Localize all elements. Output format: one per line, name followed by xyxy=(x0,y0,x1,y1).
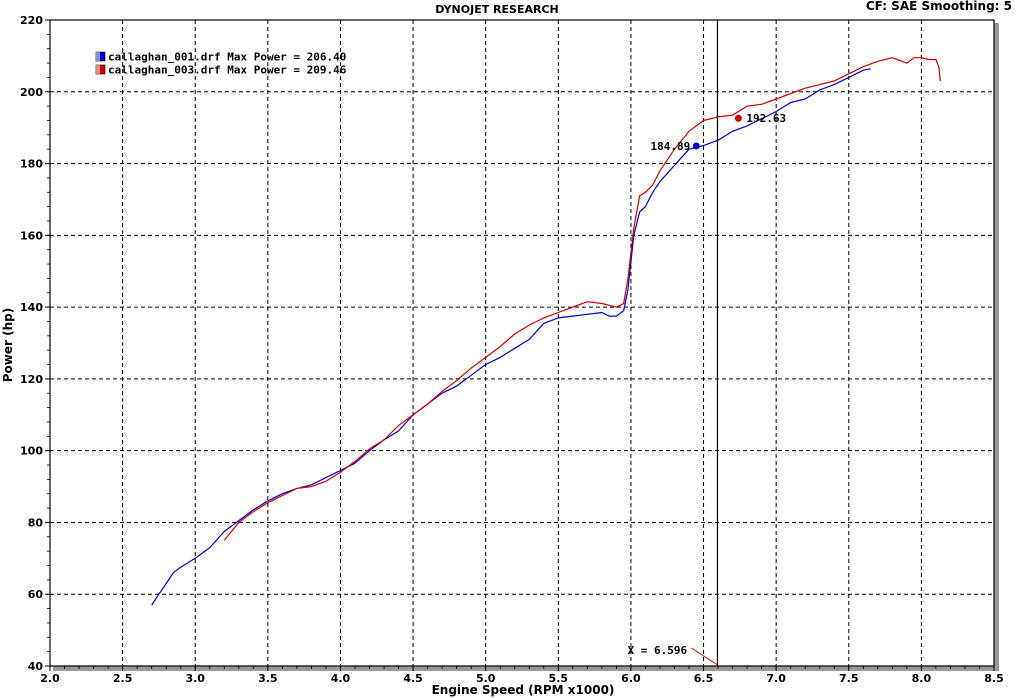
series-layer xyxy=(151,57,941,606)
annotation-label-1: 184.89 xyxy=(651,140,691,153)
legend-item-2: callaghan_003.drf Max Power = 209.46 xyxy=(95,64,347,77)
y-tick-label: 80 xyxy=(28,516,44,529)
y-tick-label: 120 xyxy=(20,373,43,386)
annotation-marker-1 xyxy=(692,142,700,150)
y-tick-label: 40 xyxy=(28,660,44,673)
x-tick-label: 2.0 xyxy=(40,672,60,685)
y-axis-label: Power (hp) xyxy=(1,308,15,382)
y-tick-label: 200 xyxy=(20,86,43,99)
chart-title: DYNOJET RESEARCH xyxy=(435,3,558,16)
x-tick-label: 5.5 xyxy=(549,672,569,685)
cursor-pointer xyxy=(691,647,718,666)
annotation-label-2: 192.63 xyxy=(746,112,786,125)
x-tick-label: 3.5 xyxy=(258,672,278,685)
x-axis-label: Engine Speed (RPM x1000) xyxy=(432,683,615,697)
x-tick-label: 7.0 xyxy=(766,672,786,685)
y-tick-label: 140 xyxy=(20,301,43,314)
y-tick-label: 60 xyxy=(28,588,44,601)
x-tick-label: 7.5 xyxy=(839,672,859,685)
annotation-marker-2 xyxy=(734,114,742,122)
legend-label: callaghan_003.drf Max Power = 209.46 xyxy=(108,64,347,77)
cursor-layer: X = 6.596 xyxy=(627,20,719,666)
grid xyxy=(50,20,994,666)
x-axis-ticks: 2.0 2.5 3.0 3.5 4.0 4.5 5.0 5.5 6.0 6.5 7.0 7.5 8.0 8… xyxy=(40,666,1004,685)
x-tick-label: 8.0 xyxy=(912,672,932,685)
x-tick-label: 5.0 xyxy=(476,672,496,685)
x-tick-label: 6.0 xyxy=(621,672,641,685)
x-tick-label: 6.5 xyxy=(694,672,714,685)
y-tick-label: 220 xyxy=(20,14,43,27)
plot-frame xyxy=(49,19,999,671)
settings-label: CF: SAE Smoothing: 5 xyxy=(866,0,1012,13)
x-tick-label: 8.5 xyxy=(984,672,1004,685)
y-tick-label: 100 xyxy=(20,445,43,458)
plot-area xyxy=(49,19,995,667)
legend-swatch-highlight xyxy=(96,52,100,61)
y-tick-label: 180 xyxy=(20,158,43,171)
x-tick-label: 3.0 xyxy=(185,672,205,685)
series-line-1 xyxy=(151,68,871,606)
x-tick-label: 4.0 xyxy=(331,672,351,685)
legend-label: callaghan_001.drf Max Power = 206.40 xyxy=(108,51,346,64)
y-tick-label: 160 xyxy=(20,229,43,242)
series-line-2 xyxy=(223,57,941,541)
x-tick-label: 2.5 xyxy=(113,672,133,685)
x-tick-label: 4.5 xyxy=(403,672,423,685)
cursor-label: X = 6.596 xyxy=(627,644,687,657)
legend-item-1: callaghan_001.drf Max Power = 206.40 xyxy=(95,51,346,64)
y-axis-ticks: 40 60 80 100 120 140 160 180 200 220 xyxy=(20,14,50,673)
legend-swatch-highlight xyxy=(96,65,100,74)
annotation-layer: 184.89 192.63 xyxy=(651,112,787,153)
legend: callaghan_001.drf Max Power = 206.40call… xyxy=(95,51,347,77)
